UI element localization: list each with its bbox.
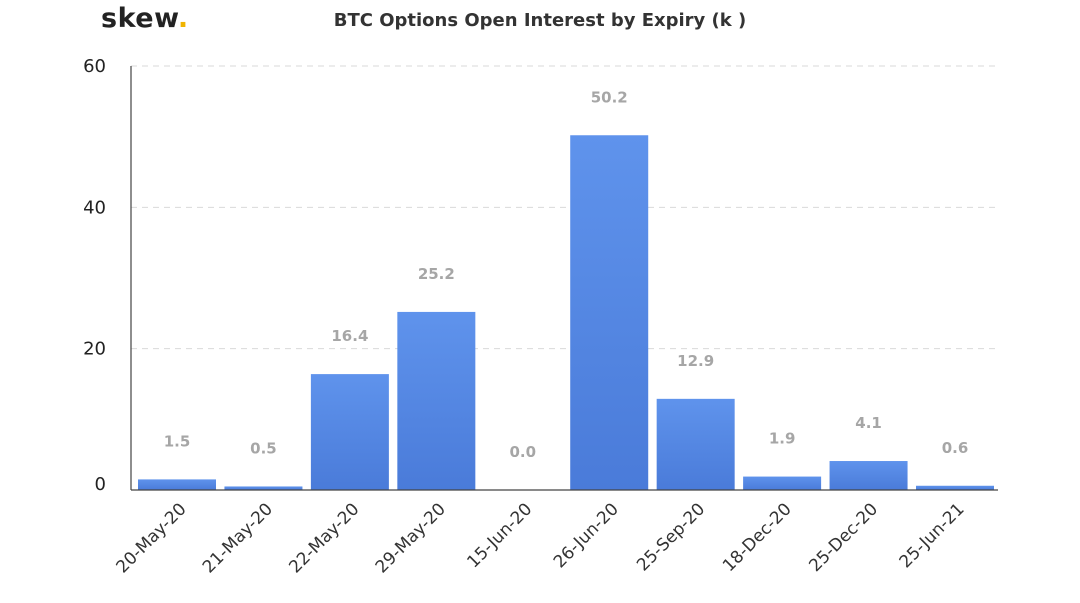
bar bbox=[743, 476, 822, 490]
data-label: 1.9 bbox=[769, 430, 796, 448]
y-axis-ticks: 0 20 40 60 bbox=[83, 56, 106, 495]
data-label: 25.2 bbox=[418, 265, 455, 283]
logo-dot: . bbox=[177, 3, 189, 34]
y-tick-label: 40 bbox=[83, 197, 106, 218]
x-tick-label: 21-May-20 bbox=[199, 499, 277, 577]
data-label: 16.4 bbox=[331, 327, 368, 345]
chart-title: BTC Options Open Interest by Expiry (k ) bbox=[333, 10, 747, 31]
x-tick-label: 25-Dec-20 bbox=[805, 499, 882, 576]
bar bbox=[224, 486, 303, 490]
y-tick-label: 0 bbox=[95, 474, 106, 495]
y-tick-label: 60 bbox=[83, 56, 106, 77]
y-tick-label: 20 bbox=[83, 339, 106, 360]
data-label: 4.1 bbox=[855, 414, 882, 432]
bar bbox=[916, 485, 994, 490]
data-label: 0.0 bbox=[509, 443, 536, 461]
data-label: 1.5 bbox=[164, 432, 191, 450]
x-tick-label: 25-Jun-21 bbox=[896, 499, 969, 572]
bar bbox=[310, 374, 389, 490]
data-label: 0.5 bbox=[250, 439, 277, 457]
data-label: 50.2 bbox=[591, 88, 628, 106]
data-label: 12.9 bbox=[677, 352, 714, 370]
skew-logo: skew. bbox=[101, 3, 189, 34]
grid-lines bbox=[131, 65, 998, 350]
x-tick-label: 20-May-20 bbox=[112, 499, 190, 577]
bar bbox=[570, 135, 649, 490]
x-axis-ticks: 20-May-20 21-May-20 22-May-20 29-May-20 15-J… bbox=[112, 499, 968, 577]
bar bbox=[656, 398, 735, 490]
axes bbox=[130, 66, 998, 491]
x-tick-label: 29-May-20 bbox=[372, 499, 450, 577]
x-tick-label: 15-Jun-20 bbox=[463, 499, 536, 572]
bar bbox=[138, 479, 216, 490]
data-label: 0.6 bbox=[942, 439, 969, 457]
x-tick-label: 25-Sep-20 bbox=[633, 499, 709, 575]
bar bbox=[829, 461, 908, 490]
bars bbox=[138, 135, 994, 490]
x-tick-label: 26-Jun-20 bbox=[550, 499, 623, 572]
bar bbox=[397, 311, 476, 490]
x-tick-label: 18-Dec-20 bbox=[719, 499, 796, 576]
data-labels: 1.5 0.5 16.4 25.2 0.0 50.2 12.9 1.9 4.1 0.6 bbox=[164, 88, 969, 461]
logo-text: skew bbox=[101, 3, 178, 34]
x-tick-label: 22-May-20 bbox=[285, 499, 363, 577]
